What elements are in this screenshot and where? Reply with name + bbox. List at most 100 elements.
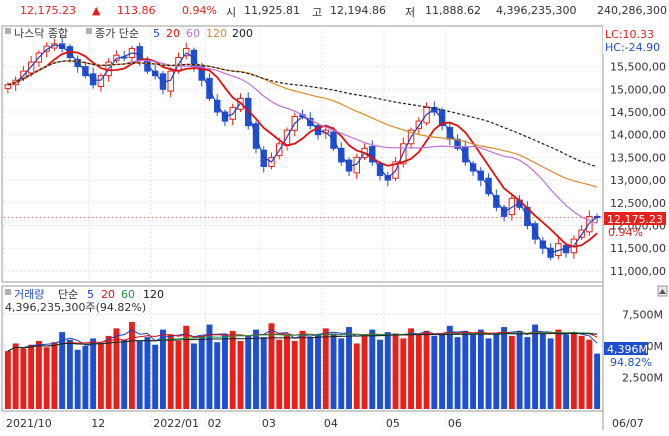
volume-moving-averages	[7, 329, 598, 352]
volume-bar	[501, 327, 508, 409]
volume-bar	[462, 330, 469, 409]
time-tick-label: 2022/01	[153, 417, 199, 430]
time-tick-label: 06/07	[612, 417, 644, 430]
volume-bar	[66, 339, 73, 409]
volume-bar	[82, 345, 89, 409]
volume-bar	[206, 324, 213, 409]
volume-bar	[20, 348, 27, 409]
price-change: 113.86	[117, 4, 156, 17]
volume-legend: 거래량 단순 5 20 60 120 4,396,235,300주(94.82%…	[5, 288, 164, 314]
volume-bar	[353, 343, 360, 409]
volume-bar	[276, 339, 283, 409]
chart-area[interactable]: 15,500,00 15,000,00 14,500,00 14,000,00 13,5…	[0, 24, 669, 432]
volume-bar	[315, 334, 321, 409]
volume-bar	[555, 329, 562, 409]
price-tick-label: 15,500,00	[610, 61, 666, 74]
volume-bar	[338, 338, 345, 409]
volume-bar	[384, 332, 391, 409]
volume-bar	[245, 335, 252, 409]
stock-chart[interactable]: 15,500,00 15,000,00 14,500,00 14,000,00 13,5…	[0, 24, 669, 432]
ma5-line	[7, 44, 598, 254]
volume-bar	[105, 335, 112, 409]
volume-bar	[260, 337, 267, 409]
vol-ma20-line	[7, 331, 598, 352]
volume-bar	[454, 337, 461, 409]
volume-bar	[144, 337, 151, 409]
price-panel-title: 나스닥 종합	[14, 27, 68, 40]
volume-bar	[159, 329, 166, 409]
volume-value: 4,396,235,300	[496, 4, 577, 17]
volume-bar	[470, 334, 477, 409]
price-legend-prefix: 종가 단순	[95, 27, 139, 40]
volume-badge: 4,396M 94.82%	[604, 342, 652, 369]
ma120-line	[7, 60, 598, 188]
volume-bar	[570, 332, 577, 409]
change-arrow-icon: ▲	[92, 4, 101, 17]
volume-bar	[400, 338, 407, 409]
volume-bars	[4, 322, 601, 409]
volume-bar	[113, 328, 120, 409]
scroll-up-icon[interactable]	[657, 285, 668, 297]
hc-label: HC:-24.90	[605, 41, 660, 54]
volume-bar	[167, 334, 174, 409]
last-volume-text: 4,396,235,300주(94.82%)	[5, 301, 146, 314]
volume-bar	[547, 338, 554, 409]
price-tick-label: 14,500,00	[610, 106, 666, 119]
volume-badge-pct: 94.82%	[610, 356, 652, 369]
current-price: 12,175.23	[20, 4, 76, 17]
volume-bar	[307, 337, 314, 409]
last-price-badge-value: 12,175.23	[607, 213, 663, 226]
low-price: 11,888.62	[425, 4, 481, 17]
volume-bar	[299, 330, 306, 409]
volume-legend-prefix: 단순	[58, 288, 78, 301]
low-label: 저	[405, 6, 416, 19]
price-tick-label: 13,500,00	[610, 151, 666, 164]
ma60-legend: 60	[186, 27, 200, 40]
volume-bar	[284, 334, 290, 409]
volume-bar	[214, 342, 221, 409]
volume-bar	[4, 351, 11, 409]
vol-ma120-legend: 120	[143, 288, 164, 301]
volume-bar	[524, 337, 531, 409]
time-tick-label: 03	[262, 417, 276, 430]
volume-bar	[423, 330, 430, 409]
price-tick-label: 12,500,00	[610, 197, 666, 210]
volume-bar	[431, 335, 438, 409]
volume-bar	[532, 324, 539, 409]
price-tick-label: 14,000,00	[610, 129, 666, 142]
volume-bar	[97, 343, 104, 409]
volume-bar	[183, 325, 190, 409]
volume-bar	[43, 347, 50, 409]
volume-bar	[330, 333, 337, 409]
volume-bar	[268, 323, 275, 409]
ma5-legend: 5	[153, 27, 160, 40]
quote-header: 12,175.23 ▲ 113.86 0.94% 시 11,925.81 고 1…	[0, 0, 669, 25]
volume-bar	[191, 343, 197, 409]
volume-badge-value: 4,396M	[607, 343, 648, 356]
vol-ma5-legend: 5	[87, 288, 94, 301]
lc-hc-box	[603, 26, 667, 54]
volume-bar	[361, 335, 368, 409]
volume-bar	[229, 330, 236, 409]
vol-ma120-line	[7, 332, 598, 352]
volume-bar	[28, 344, 35, 409]
moving-averages	[4, 44, 602, 254]
volume-bar	[415, 334, 422, 409]
open-price: 11,925.81	[244, 4, 300, 17]
volume-tick-label: 2,500M	[622, 371, 663, 384]
price-tick-label: 13,000,00	[610, 174, 666, 187]
candle-body	[182, 47, 190, 57]
vol-ma20-legend: 20	[101, 288, 115, 301]
volume-bar	[446, 325, 453, 409]
volume-bar	[59, 332, 66, 409]
volume-bar	[516, 330, 523, 409]
vol-ma60-legend: 60	[121, 288, 135, 301]
high-label: 고	[312, 6, 323, 19]
volume-bar	[12, 343, 19, 409]
lc-label: LC:10.33	[605, 28, 654, 41]
ma200-legend: 200	[232, 27, 253, 40]
ma20-line	[7, 50, 598, 248]
volume-bar	[152, 344, 159, 409]
price-change-pct: 0.94%	[182, 4, 217, 17]
volume-bar	[322, 328, 329, 409]
